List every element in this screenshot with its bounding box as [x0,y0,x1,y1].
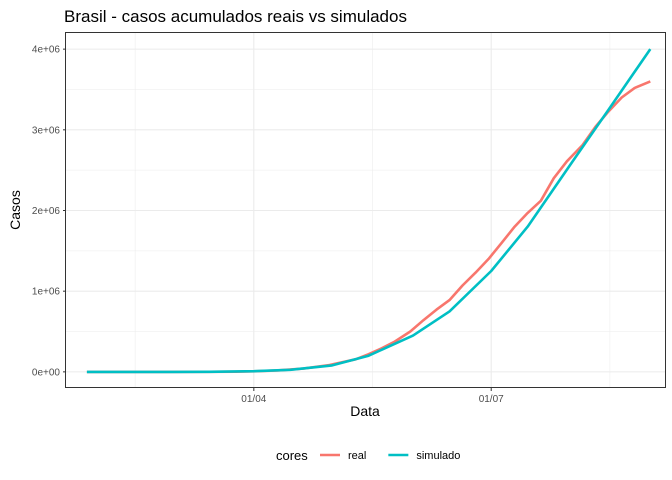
y-axis-title: Casos [7,190,23,230]
x-axis-title: Data [350,403,380,419]
y-tick-label: 3e+06 [32,125,61,136]
y-axis: 0e+00 1e+06 2e+06 3e+06 4e+06 [32,45,66,378]
legend-label-simulado: simulado [416,450,460,462]
x-tick-label: 01/04 [241,394,266,405]
grid-major [66,33,666,388]
y-tick-label: 0e+00 [32,367,61,378]
y-tick-label: 2e+06 [32,206,61,217]
x-tick-label: 01/07 [479,394,504,405]
legend: cores real simulado [276,448,460,463]
legend-title: cores [276,448,308,463]
series-line-simulado [86,48,652,374]
legend-label-real: real [348,450,366,462]
y-tick-label: 4e+06 [32,45,61,56]
x-axis: 01/04 01/07 [241,388,504,405]
chart-title: Brasil - casos acumulados reais vs simul… [64,7,407,26]
y-tick-label: 1e+06 [32,287,61,298]
series-layer [86,48,652,374]
